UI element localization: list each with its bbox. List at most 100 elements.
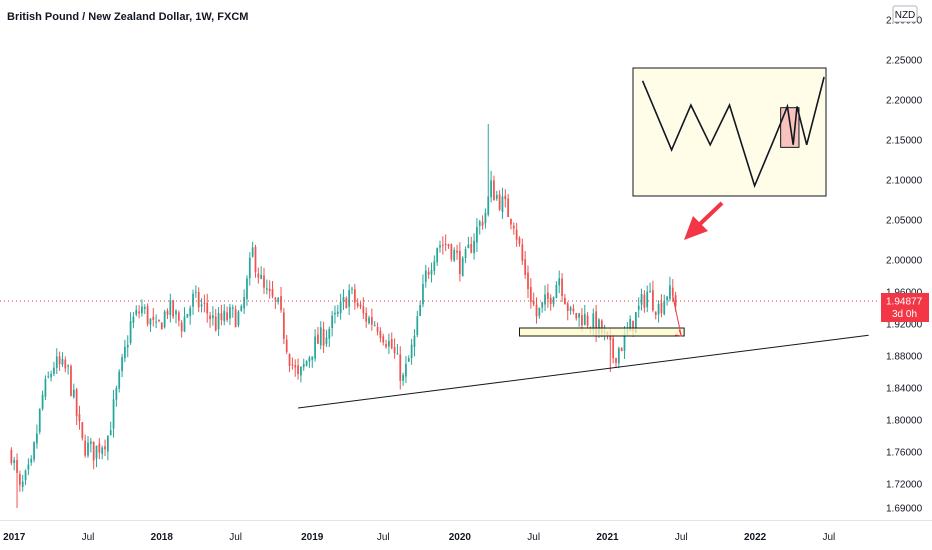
candle bbox=[169, 293, 172, 323]
candle bbox=[268, 280, 271, 299]
x-tick-label: Jul bbox=[823, 532, 836, 543]
support-zone[interactable] bbox=[518, 327, 685, 337]
candle bbox=[112, 389, 115, 438]
candle bbox=[203, 294, 206, 313]
candle bbox=[243, 289, 246, 314]
candle bbox=[251, 241, 254, 258]
candle bbox=[566, 301, 569, 321]
y-tick-label: 1.72000 bbox=[886, 480, 923, 491]
candle bbox=[317, 326, 319, 344]
candle bbox=[342, 289, 345, 310]
candle bbox=[220, 304, 223, 326]
candle bbox=[280, 286, 282, 313]
candle bbox=[529, 278, 532, 309]
y-tick-label: 1.88000 bbox=[886, 352, 923, 363]
candle bbox=[407, 355, 410, 362]
current-price-label: 1.94877 bbox=[886, 296, 923, 307]
candle bbox=[405, 356, 407, 384]
candle bbox=[586, 312, 589, 329]
candle bbox=[311, 356, 314, 368]
candle bbox=[302, 358, 305, 371]
candle bbox=[558, 270, 561, 294]
candle bbox=[640, 288, 643, 311]
candle bbox=[260, 266, 263, 280]
y-tick-label: 1.92000 bbox=[886, 320, 923, 331]
candle bbox=[300, 366, 302, 383]
candle bbox=[98, 438, 101, 460]
candle bbox=[271, 280, 274, 299]
candle bbox=[126, 335, 129, 358]
candle bbox=[501, 187, 504, 219]
candle bbox=[106, 434, 109, 461]
candle bbox=[135, 305, 138, 317]
candle bbox=[510, 218, 512, 230]
candle bbox=[53, 361, 55, 377]
candle bbox=[458, 242, 461, 282]
pattern-inset[interactable] bbox=[632, 67, 827, 197]
candle bbox=[209, 312, 211, 328]
candle bbox=[214, 308, 217, 332]
candle bbox=[212, 306, 214, 326]
candle bbox=[433, 255, 436, 276]
candle bbox=[101, 445, 104, 460]
candle bbox=[177, 310, 180, 327]
candle bbox=[81, 421, 84, 441]
candle bbox=[544, 285, 546, 311]
candle bbox=[399, 346, 402, 390]
candle bbox=[21, 474, 24, 492]
candle bbox=[291, 357, 294, 370]
candle bbox=[58, 351, 61, 371]
candle bbox=[229, 303, 231, 325]
x-tick-label: Jul bbox=[527, 532, 540, 543]
candle bbox=[657, 300, 660, 323]
currency-badge[interactable]: NZD bbox=[892, 5, 918, 23]
candle bbox=[319, 321, 322, 350]
candle bbox=[138, 305, 140, 319]
candle bbox=[24, 469, 27, 486]
candle bbox=[362, 297, 365, 319]
candle bbox=[478, 219, 481, 235]
candle bbox=[439, 240, 441, 253]
candle bbox=[13, 457, 16, 471]
candle bbox=[447, 243, 450, 249]
candle bbox=[495, 190, 498, 201]
candle bbox=[274, 296, 277, 309]
candle bbox=[89, 437, 92, 453]
candle bbox=[75, 387, 78, 426]
candle bbox=[297, 358, 299, 380]
candle bbox=[334, 305, 336, 324]
candle bbox=[186, 313, 189, 318]
candle bbox=[467, 236, 470, 249]
candle bbox=[308, 355, 311, 368]
candle bbox=[527, 265, 529, 299]
x-tick-label: 2018 bbox=[151, 532, 174, 543]
candle bbox=[331, 310, 334, 337]
candle bbox=[620, 347, 623, 352]
candle bbox=[396, 343, 399, 355]
projection-arrow[interactable] bbox=[672, 295, 683, 337]
price-axis-bg[interactable] bbox=[880, 0, 932, 550]
candle bbox=[206, 293, 209, 323]
candle bbox=[124, 339, 126, 363]
candle bbox=[365, 307, 368, 328]
candle bbox=[339, 293, 342, 320]
candle bbox=[257, 267, 260, 284]
candle bbox=[561, 273, 563, 303]
candle bbox=[325, 329, 328, 347]
candle bbox=[424, 265, 427, 288]
candle bbox=[669, 276, 671, 302]
ascending-trendline[interactable] bbox=[298, 334, 869, 409]
candle bbox=[197, 287, 200, 313]
y-tick-label: 1.80000 bbox=[886, 416, 923, 427]
candle bbox=[217, 306, 220, 336]
y-tick-label: 1.69000 bbox=[886, 504, 923, 515]
candle bbox=[70, 364, 72, 397]
candle bbox=[436, 247, 439, 266]
candle bbox=[453, 247, 456, 263]
candle bbox=[155, 314, 158, 329]
candle bbox=[121, 353, 123, 378]
candle bbox=[427, 267, 430, 279]
candle bbox=[240, 304, 243, 312]
